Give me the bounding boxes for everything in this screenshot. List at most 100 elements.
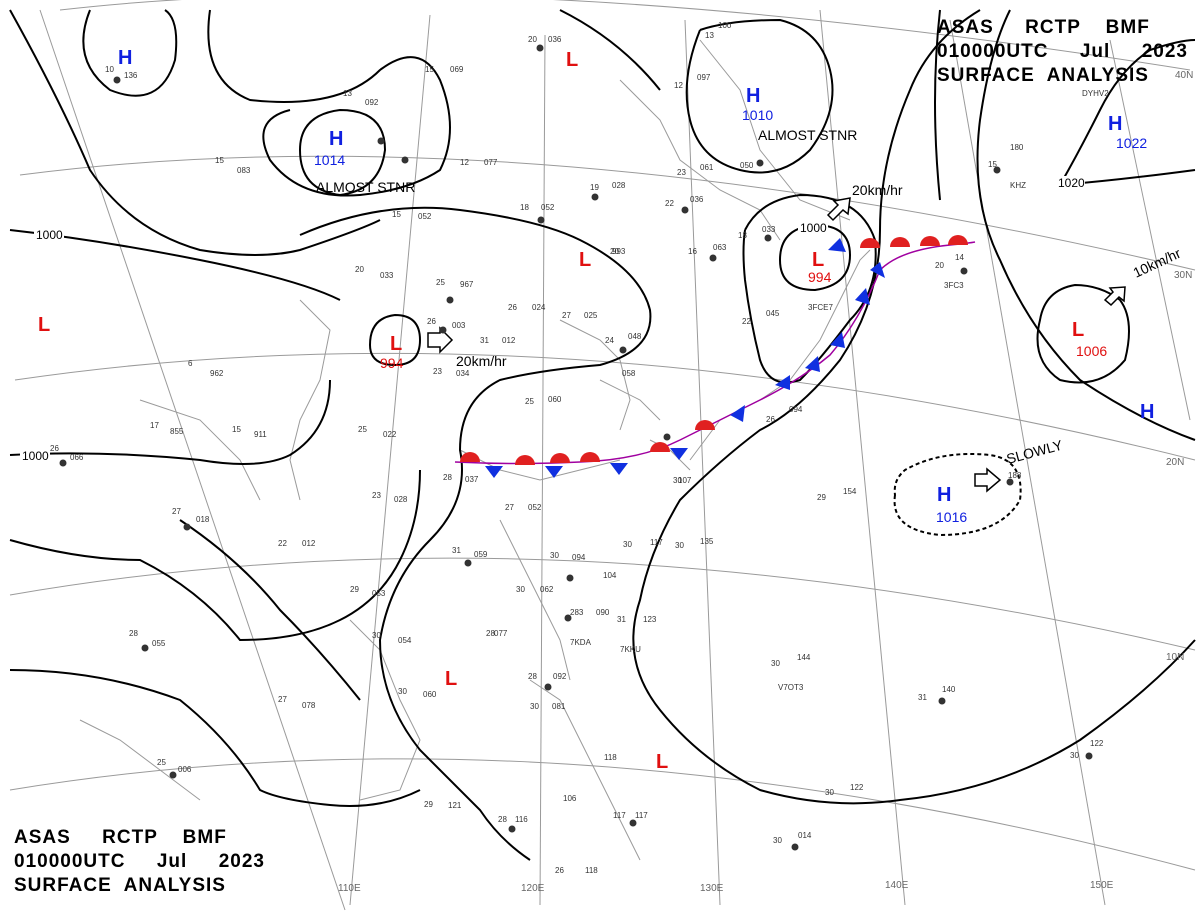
svg-text:014: 014 (798, 831, 812, 840)
station-id: 7KDA (570, 638, 592, 647)
svg-text:25: 25 (525, 397, 534, 406)
svg-text:078: 078 (302, 701, 316, 710)
station-id: V7OT3 (778, 683, 804, 692)
warm-front-marks (460, 235, 968, 465)
isobar-label: 1000 (36, 228, 63, 242)
svg-text:058: 058 (622, 369, 636, 378)
svg-text:118: 118 (585, 866, 598, 875)
svg-text:107: 107 (678, 476, 692, 485)
svg-text:30: 30 (1070, 751, 1079, 760)
svg-text:083: 083 (237, 166, 251, 175)
header-bottom: ASAS RCTP BMF 010000UTC Jul 2023 SURFACE… (14, 826, 265, 898)
svg-text:30: 30 (771, 659, 780, 668)
isobar-label: 1000 (800, 221, 827, 235)
high-pressure-value: 1014 (314, 152, 345, 168)
svg-text:135: 135 (700, 537, 714, 546)
svg-text:060: 060 (548, 395, 562, 404)
low-center: L (812, 249, 824, 271)
low-center: L (390, 333, 402, 355)
svg-text:25: 25 (157, 758, 166, 767)
svg-text:052: 052 (528, 503, 542, 512)
svg-text:117: 117 (635, 811, 648, 820)
high-center: H (329, 128, 343, 150)
cold-front-marks (485, 238, 885, 478)
svg-text:18: 18 (520, 203, 529, 212)
svg-text:993: 993 (612, 247, 626, 256)
svg-text:036: 036 (548, 35, 562, 44)
low-center: L (445, 668, 457, 690)
svg-text:26: 26 (508, 303, 517, 312)
svg-text:27: 27 (562, 311, 571, 320)
svg-text:26: 26 (766, 415, 775, 424)
svg-text:19: 19 (590, 183, 599, 192)
svg-text:30: 30 (550, 551, 559, 560)
svg-text:28: 28 (129, 629, 138, 638)
svg-text:17: 17 (150, 421, 159, 430)
svg-text:22: 22 (665, 199, 674, 208)
grid-labels: 110E 120E 130E 140E 150E 30N 20N 10N 40N (338, 70, 1193, 894)
motion-label: 20km/hr (456, 353, 507, 369)
svg-text:30: 30 (673, 476, 682, 485)
svg-text:22: 22 (742, 317, 751, 326)
svg-text:30: 30 (675, 541, 684, 550)
svg-text:911: 911 (254, 430, 267, 439)
svg-text:094: 094 (789, 405, 803, 414)
dashed-isobar (893, 453, 1022, 537)
svg-text:22: 22 (278, 539, 287, 548)
svg-text:23: 23 (372, 491, 381, 500)
station-ids: 7KDA 7KKU V7OT3 3FCE7 3FC3 DYHV2 KHZ (570, 89, 1109, 692)
svg-text:31: 31 (918, 693, 927, 702)
svg-text:28: 28 (486, 629, 495, 638)
svg-text:15: 15 (232, 425, 241, 434)
svg-text:061: 061 (700, 163, 714, 172)
svg-text:066: 066 (70, 453, 84, 462)
lon-label: 150E (1090, 880, 1114, 891)
svg-text:117: 117 (613, 811, 626, 820)
svg-text:003: 003 (452, 321, 466, 330)
header-bottom-line2: 010000UTC Jul 2023 (14, 851, 265, 872)
svg-text:048: 048 (628, 332, 642, 341)
high-center: H (1108, 113, 1122, 135)
station-markers (59, 44, 1093, 851)
svg-text:20: 20 (355, 265, 364, 274)
motion-arrows (427, 197, 1126, 493)
motion-note: ALMOST STNR (316, 179, 415, 195)
svg-text:122: 122 (850, 783, 864, 792)
latitude-grid (9, 0, 1196, 871)
svg-text:28: 28 (528, 672, 537, 681)
svg-text:059: 059 (474, 550, 488, 559)
svg-text:144: 144 (797, 653, 811, 662)
svg-text:967: 967 (460, 280, 474, 289)
svg-text:055: 055 (152, 639, 166, 648)
svg-text:036: 036 (690, 195, 704, 204)
svg-text:018: 018 (196, 515, 210, 524)
low-center: L (566, 49, 578, 71)
svg-text:037: 037 (465, 475, 479, 484)
svg-text:050: 050 (740, 161, 754, 170)
svg-text:121: 121 (448, 801, 462, 810)
svg-text:14: 14 (955, 253, 964, 262)
svg-text:024: 024 (532, 303, 546, 312)
svg-text:13: 13 (705, 31, 714, 40)
svg-text:033: 033 (762, 225, 776, 234)
svg-text:140: 140 (942, 685, 956, 694)
svg-text:30: 30 (623, 540, 632, 549)
svg-text:27: 27 (172, 507, 181, 516)
svg-text:012: 012 (302, 539, 316, 548)
svg-text:15: 15 (392, 210, 401, 219)
svg-text:006: 006 (178, 765, 192, 774)
svg-text:30: 30 (825, 788, 834, 797)
svg-text:29: 29 (350, 585, 359, 594)
svg-text:012: 012 (502, 336, 516, 345)
lon-label: 140E (885, 880, 909, 891)
svg-text:12: 12 (674, 81, 683, 90)
svg-text:092: 092 (365, 98, 379, 107)
svg-text:15: 15 (215, 156, 224, 165)
svg-text:20: 20 (935, 261, 944, 270)
svg-text:13: 13 (343, 89, 352, 98)
svg-text:28: 28 (498, 815, 507, 824)
low-pressure-value: 994 (808, 269, 832, 285)
high-pressure-value: 1010 (742, 107, 773, 123)
svg-text:060: 060 (423, 690, 437, 699)
